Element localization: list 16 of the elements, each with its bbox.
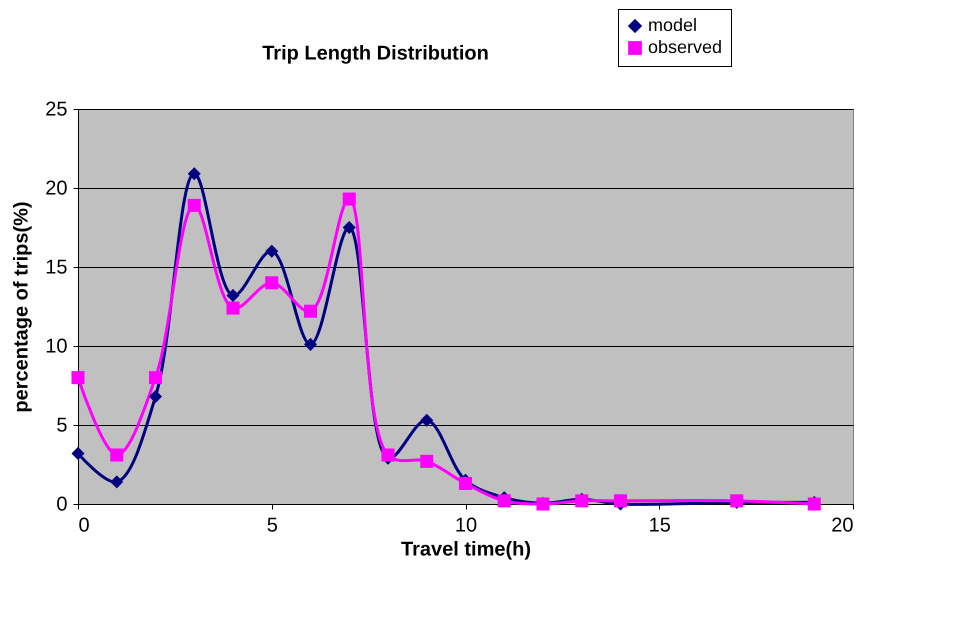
x-axis-title: Travel time(h)	[400, 538, 532, 560]
y-tick-label: 0	[56, 494, 68, 516]
y-tick-label: 10	[45, 336, 68, 358]
x-tick-label: 10	[454, 514, 478, 536]
x-tick-label: 0	[78, 514, 90, 536]
y-tick-label: 25	[45, 98, 68, 120]
y-axis-title: percentage of trips(%)	[10, 201, 32, 413]
x-tick-label: 15	[648, 514, 671, 536]
y-tick-label: 15	[45, 256, 68, 278]
y-tick-label: 20	[45, 178, 68, 200]
y-tick-label: 5	[56, 414, 68, 436]
chart-title: Trip Length Distribution	[262, 42, 489, 64]
x-tick-label: 20	[831, 514, 854, 536]
legend-label: model	[648, 15, 698, 35]
x-tick-label: 5	[266, 514, 278, 536]
legend-label: observed	[648, 37, 722, 57]
